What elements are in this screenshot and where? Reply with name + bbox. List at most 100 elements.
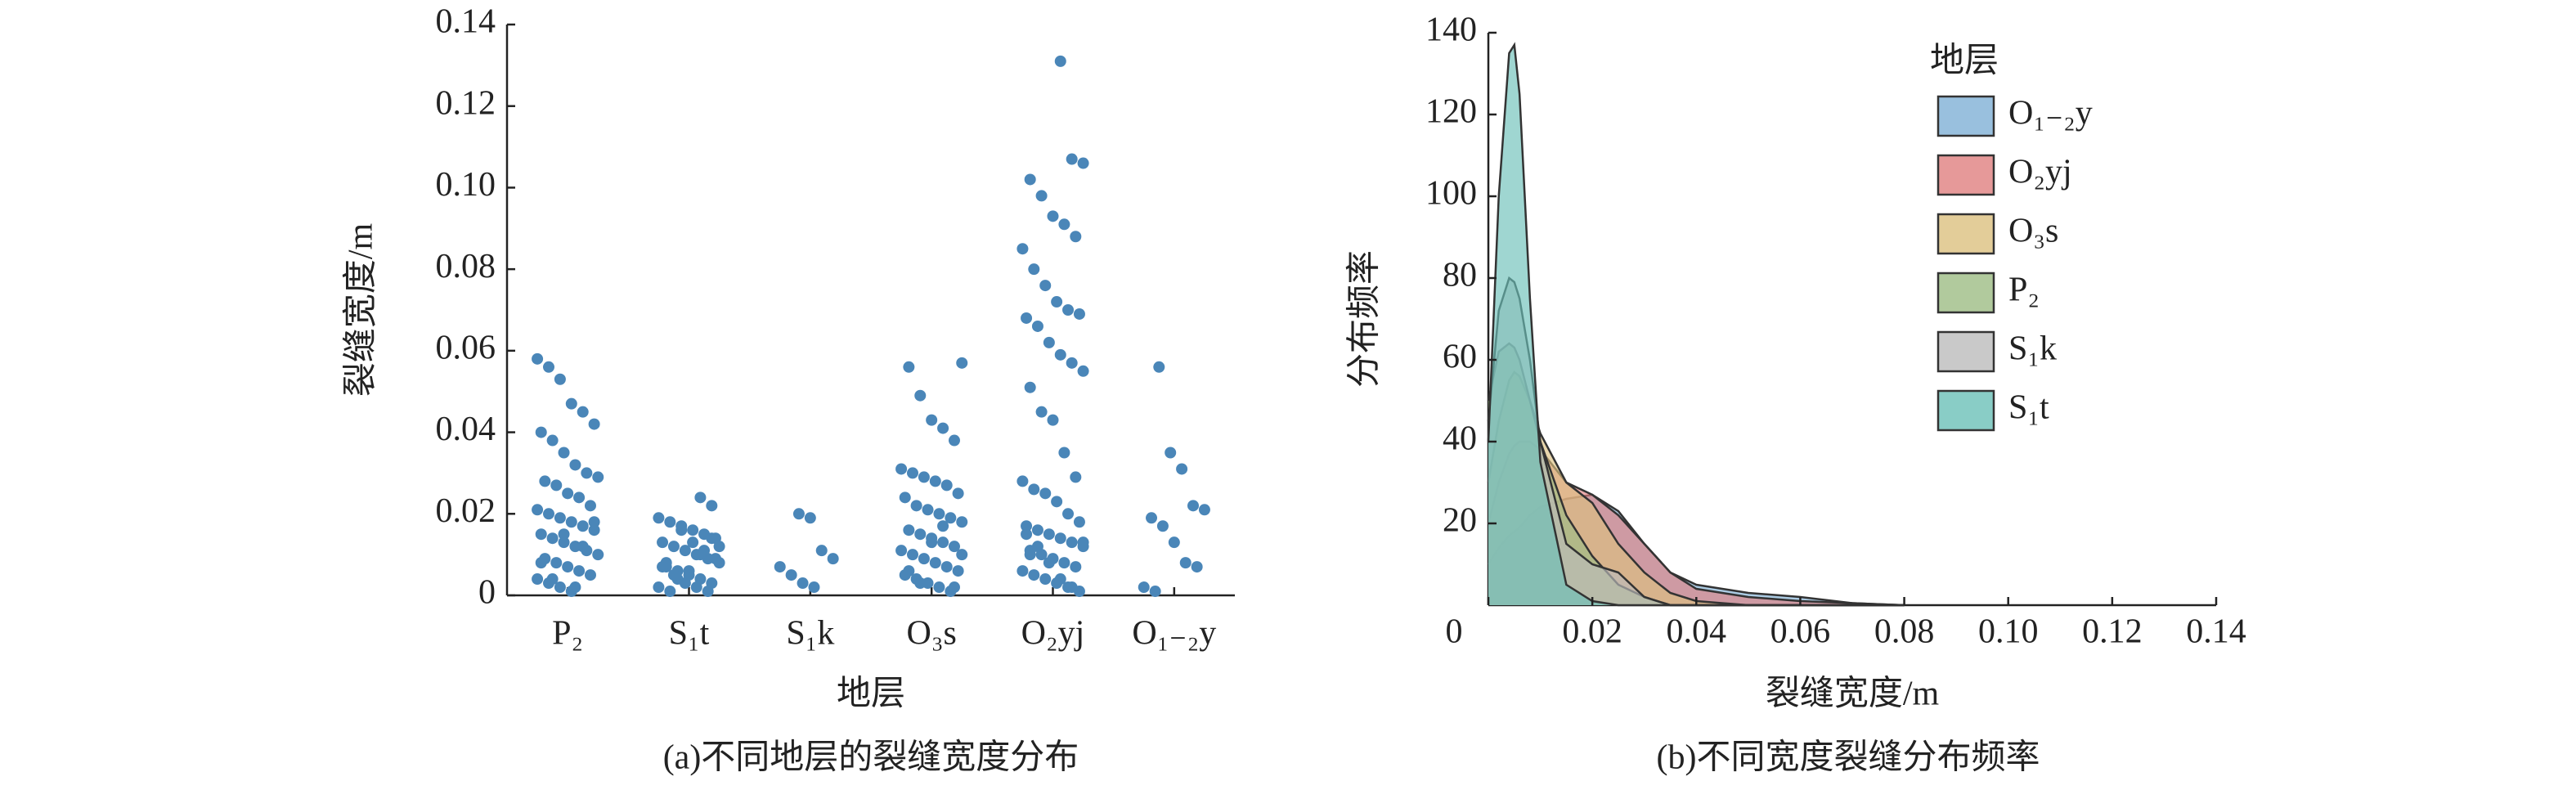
point [914, 577, 927, 590]
x-tick-label: 0.10 [1978, 613, 2039, 651]
point [948, 581, 960, 594]
point [592, 549, 604, 561]
y-tick-label: 0.14 [436, 3, 496, 41]
point [1138, 581, 1150, 594]
y-axis-title: 分布频率 [1345, 250, 1384, 388]
point [653, 581, 665, 594]
point [694, 549, 707, 561]
legend-swatch [1936, 213, 1995, 255]
point [550, 479, 563, 492]
point [569, 459, 581, 471]
point [554, 512, 566, 524]
legend-swatch [1936, 154, 1995, 196]
point [1016, 243, 1029, 255]
point [926, 414, 938, 426]
y-axis-title: 裂缝宽度/m [342, 223, 380, 397]
point [577, 541, 589, 553]
point [910, 500, 922, 512]
point [671, 573, 684, 586]
point [903, 524, 915, 536]
point [1077, 365, 1089, 377]
point [709, 553, 721, 565]
x-tick-label: 0 [1446, 613, 1463, 651]
point [1077, 157, 1089, 169]
point [922, 504, 934, 516]
point [542, 508, 554, 520]
point [906, 549, 918, 561]
point [827, 553, 839, 565]
y-tick-label: 100 [1425, 175, 1477, 213]
x-tick-label: 0.02 [1562, 613, 1622, 651]
point [706, 532, 718, 545]
point [1073, 516, 1085, 528]
point [948, 434, 960, 447]
point [1179, 557, 1192, 569]
x-tick-label: 0.08 [1874, 613, 1935, 651]
point [1031, 524, 1043, 536]
point [588, 418, 600, 430]
point [664, 586, 676, 598]
point [535, 557, 547, 569]
point [895, 463, 908, 475]
point [1051, 296, 1063, 308]
point [1028, 263, 1040, 276]
point [899, 492, 911, 504]
point [565, 397, 577, 410]
point [542, 361, 554, 373]
point [653, 512, 665, 524]
point [558, 447, 570, 459]
point [679, 545, 691, 557]
point [577, 520, 589, 532]
point [694, 492, 707, 504]
point [1054, 55, 1066, 67]
point [945, 512, 957, 524]
y-tick-label: 80 [1443, 257, 1477, 294]
point [558, 536, 570, 549]
point [664, 516, 676, 528]
point [1066, 153, 1078, 165]
point [554, 373, 566, 385]
legend-label: O₂yj [2008, 154, 2072, 191]
point [792, 508, 805, 520]
y-tick-label: 0.04 [436, 411, 496, 448]
point [592, 471, 604, 483]
point [535, 528, 547, 541]
point [1031, 320, 1043, 332]
point [584, 569, 596, 581]
point [546, 532, 559, 545]
point [532, 352, 544, 365]
point [937, 520, 949, 532]
y-tick-label: 0.08 [436, 248, 496, 285]
point [1039, 487, 1052, 500]
point [1028, 483, 1040, 496]
point [1028, 569, 1040, 581]
legend-swatch [1936, 95, 1995, 137]
point [569, 581, 581, 594]
point [1024, 173, 1036, 186]
point [929, 475, 941, 487]
point [588, 524, 600, 536]
legend-label: S₁t [2008, 389, 2049, 427]
point [804, 512, 816, 524]
point [1024, 381, 1036, 393]
point [918, 471, 930, 483]
point [1156, 520, 1169, 532]
point [657, 536, 669, 549]
point [929, 557, 941, 569]
caption: (b)不同宽度裂缝分布频率 [1657, 738, 2040, 777]
point [1035, 190, 1048, 202]
x-tick-label: S₁t [669, 615, 710, 653]
point [940, 479, 953, 492]
point [1070, 561, 1082, 573]
x-tick-label: S₁k [786, 615, 834, 653]
point [683, 565, 695, 577]
point [1024, 549, 1036, 561]
point [906, 467, 918, 479]
point [573, 492, 586, 504]
point [808, 581, 820, 594]
legend-label: P₂ [2008, 272, 2040, 309]
legend-label: S₁k [2008, 330, 2057, 368]
y-tick-label: 40 [1443, 420, 1477, 458]
point [1062, 304, 1075, 316]
